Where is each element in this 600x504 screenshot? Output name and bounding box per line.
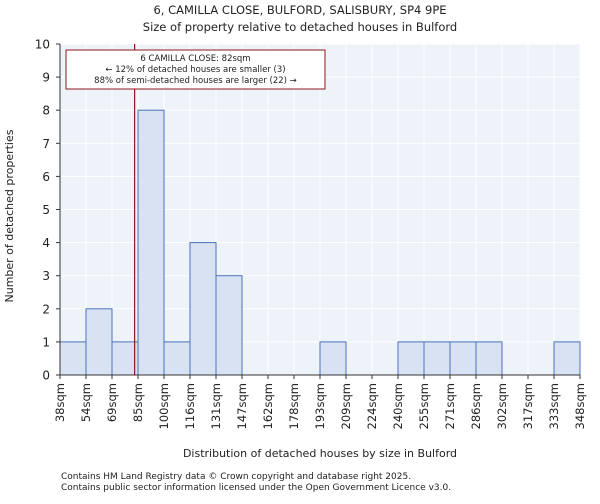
bar-286sqm <box>475 341 503 376</box>
footer: Contains HM Land Registry data © Crown c… <box>61 472 451 494</box>
y-tick-label: 7 <box>42 137 50 151</box>
y-tick-label: 1 <box>42 335 50 349</box>
annotation-box: 6 CAMILLA CLOSE: 82sqm ← 12% of detached… <box>65 49 326 90</box>
y-tick-label: 2 <box>42 302 50 316</box>
x-tick-label: 240sqm <box>391 383 405 429</box>
annotation-line-title: 6 CAMILLA CLOSE: 82sqm <box>140 54 250 64</box>
footer-copyright: Contains HM Land Registry data © Crown c… <box>61 472 412 482</box>
bar-38sqm <box>59 341 87 376</box>
x-tick-label: 224sqm <box>365 383 379 429</box>
x-tick-label: 85sqm <box>131 383 145 422</box>
bar-100sqm <box>163 341 191 376</box>
chart-subtitle: Size of property relative to detached ho… <box>143 20 457 34</box>
x-tick-label: 116sqm <box>183 383 197 429</box>
y-tick-label: 9 <box>42 71 50 85</box>
x-tick-label: 286sqm <box>469 383 483 429</box>
annotation-frame <box>65 49 326 90</box>
x-tick-label: 147sqm <box>235 383 249 429</box>
bar-85sqm <box>137 109 165 376</box>
chart-title: 6, CAMILLA CLOSE, BULFORD, SALISBURY, SP… <box>153 3 446 17</box>
y-tick-label: 3 <box>42 269 50 283</box>
bar-116sqm <box>189 242 217 376</box>
x-tick-label: 317sqm <box>521 383 535 429</box>
y-tick-label: 10 <box>35 38 50 52</box>
bar-131sqm <box>215 275 243 376</box>
x-tick-label: 69sqm <box>105 383 119 422</box>
bar-333sqm <box>553 341 581 376</box>
x-tick-label: 193sqm <box>313 383 327 429</box>
y-tick-label: 0 <box>42 369 50 383</box>
bar-69sqm <box>111 341 139 376</box>
y-tick-label: 6 <box>42 170 50 184</box>
annotation-line-larger: 88% of semi-detached houses are larger (… <box>94 76 297 86</box>
bar-255sqm <box>423 341 451 376</box>
x-tick-label: 302sqm <box>495 383 509 429</box>
footer-licence: Contains public sector information licen… <box>61 483 452 493</box>
x-tick-label: 333sqm <box>547 383 561 429</box>
x-axis-label: Distribution of detached houses by size … <box>183 447 457 460</box>
x-tick-label: 348sqm <box>573 383 587 429</box>
x-tick-label: 209sqm <box>339 383 353 429</box>
y-tick-label: 5 <box>42 203 50 217</box>
bar-240sqm <box>397 341 425 376</box>
bar-54sqm <box>85 308 113 376</box>
x-tick-label: 38sqm <box>53 383 67 422</box>
y-axis-label: Number of detached properties <box>3 129 16 302</box>
bar-271sqm <box>449 341 477 376</box>
y-tick-labels: 0 1 2 3 4 5 6 7 8 9 10 <box>35 38 60 383</box>
y-tick-label: 8 <box>42 104 50 118</box>
bars <box>59 109 581 376</box>
x-tick-label: 178sqm <box>287 383 301 429</box>
y-tick-label: 4 <box>42 236 50 250</box>
x-tick-label: 255sqm <box>417 383 431 429</box>
bar-193sqm <box>319 341 347 376</box>
annotation-line-smaller: ← 12% of detached houses are smaller (3) <box>105 65 285 75</box>
x-tick-labels: 38sqm 54sqm 69sqm 85sqm 100sqm 116sqm 131sqm 14… <box>53 375 587 429</box>
x-tick-label: 54sqm <box>79 383 93 422</box>
x-tick-label: 100sqm <box>157 383 171 429</box>
x-tick-label: 271sqm <box>443 383 457 429</box>
x-tick-label: 131sqm <box>209 383 223 429</box>
x-tick-label: 162sqm <box>261 383 275 429</box>
